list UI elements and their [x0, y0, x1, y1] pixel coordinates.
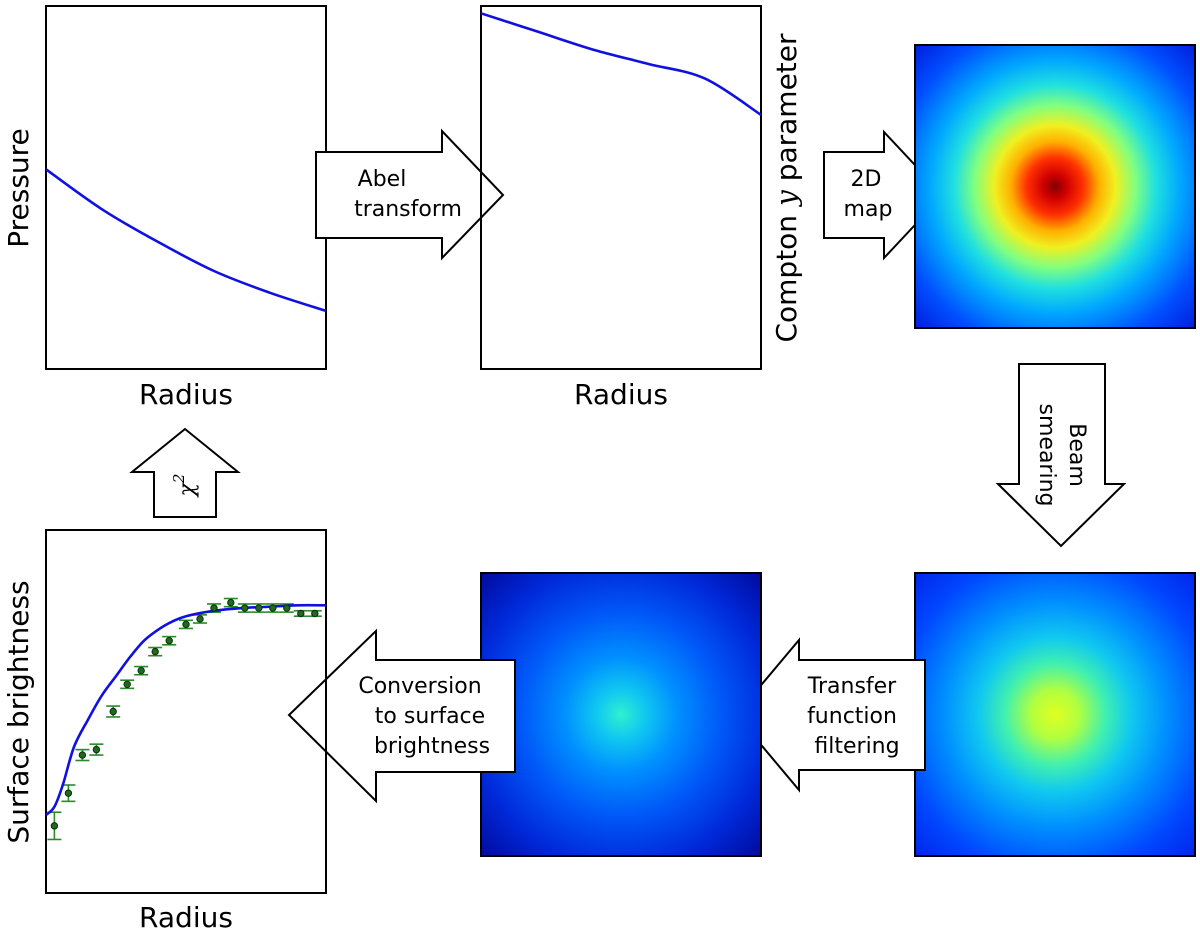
- data-point-12: [227, 598, 235, 607]
- beam-smeared-map-image: [914, 572, 1196, 857]
- compton-curve: [480, 12, 762, 116]
- data-point-18: [311, 609, 319, 618]
- compton-profile-panel: Compton y parameter Radius: [480, 5, 803, 411]
- abel-transform-arrow: Abel transform: [315, 128, 505, 261]
- data-point-13: [241, 604, 249, 612]
- compton-ylabel: Compton y parameter: [770, 33, 803, 343]
- data-point-16: [283, 604, 291, 612]
- abel-label-line1: Abel: [358, 167, 407, 192]
- conversion-arrow-shape: [287, 628, 516, 804]
- surface-brightness-xlabel: Radius: [139, 901, 233, 934]
- data-point-11: [210, 604, 218, 612]
- pressure-plot-frame: [45, 5, 327, 370]
- data-point-14: [255, 604, 263, 612]
- pressure-ylabel: Pressure: [2, 128, 35, 248]
- map-2d-arrow: 2D map: [823, 129, 945, 261]
- data-point-3: [92, 745, 101, 754]
- beam-label-line2: smearing: [1034, 404, 1059, 507]
- conversion-arrow: Conversion to surface brightness: [287, 628, 516, 804]
- beam-smearing-arrow: Beam smearing: [995, 363, 1127, 548]
- data-point-9: [182, 620, 190, 629]
- compton-y-symbol: y: [770, 189, 803, 208]
- surface-brightness-plot-frame: [45, 529, 327, 894]
- filtered-map-panel: [480, 572, 762, 857]
- data-point-1: [64, 789, 73, 797]
- filtered-map-image: [480, 572, 762, 857]
- data-point-7: [151, 647, 159, 656]
- conversion-label-line3: brightness: [374, 734, 490, 759]
- transfer-label-line1: Transfer: [807, 674, 897, 699]
- beam-smeared-map-panel: [914, 572, 1196, 857]
- transfer-function-arrow: Transfer function filtering: [734, 637, 926, 793]
- surface-brightness-panel: Surface brightness Radius: [2, 529, 327, 934]
- data-point-17: [297, 609, 305, 618]
- compton-plot-frame: [480, 5, 762, 370]
- beam-arrow-shape: [995, 363, 1127, 548]
- transfer-label-line3: filtering: [814, 734, 899, 759]
- compton-map-panel: [914, 44, 1196, 329]
- surface-brightness-ylabel: Surface brightness: [2, 580, 35, 843]
- data-point-15: [269, 604, 277, 612]
- pressure-curve: [45, 168, 327, 313]
- data-point-4: [109, 707, 117, 716]
- map-2d-label-line2: map: [844, 197, 893, 222]
- map-2d-arrow-shape: [823, 129, 945, 261]
- conversion-label-line1: Conversion: [358, 674, 481, 699]
- data-point-6: [137, 666, 145, 675]
- surface-brightness-data-points: [50, 598, 319, 830]
- transfer-label-line2: function: [807, 704, 897, 729]
- map-2d-label-line1: 2D: [851, 167, 882, 192]
- data-point-10: [196, 615, 204, 623]
- data-point-8: [165, 637, 173, 645]
- pressure-xlabel: Radius: [139, 378, 233, 411]
- chi-squared-arrow-shape: [129, 427, 241, 518]
- data-point-5: [123, 680, 131, 688]
- chi-squared-label: χ2: [170, 474, 200, 499]
- pressure-panel: Pressure Radius: [2, 5, 327, 411]
- data-point-0: [50, 822, 59, 830]
- chi-squared-arrow: χ2: [129, 427, 241, 518]
- compton-map-image: [914, 44, 1196, 329]
- surface-brightness-model-curve: [45, 603, 327, 816]
- abel-arrow-shape: [315, 128, 505, 261]
- compton-xlabel: Radius: [574, 378, 668, 411]
- beam-label-line1: Beam: [1064, 423, 1089, 487]
- abel-label-line2: transform: [354, 197, 462, 222]
- conversion-label-line2: to surface: [375, 704, 485, 729]
- data-point-2: [78, 751, 87, 759]
- transfer-arrow-shape: [734, 637, 926, 793]
